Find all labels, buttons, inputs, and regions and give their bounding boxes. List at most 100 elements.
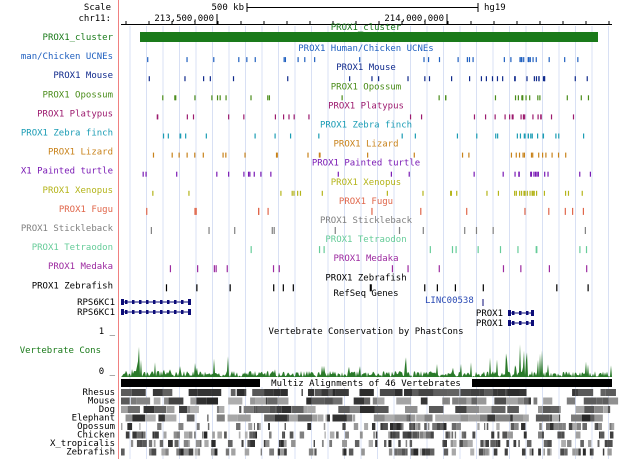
multiz-block bbox=[268, 423, 270, 430]
multiz-block bbox=[406, 414, 409, 422]
track-1[interactable]: PROX1_cluster PROX1_cluster bbox=[43, 23, 598, 43]
multiz-block bbox=[445, 431, 449, 439]
multiz-block bbox=[611, 423, 615, 430]
track-4[interactable]: PROX1 Opossum PROX1 Opossum bbox=[43, 82, 590, 101]
multiz-block bbox=[491, 406, 506, 413]
track-label: man/Chicken UCNEs bbox=[21, 52, 113, 62]
multiz-block bbox=[432, 423, 437, 430]
multiz-block bbox=[388, 440, 392, 447]
multiz-block bbox=[313, 440, 315, 447]
multiz-block bbox=[549, 423, 554, 430]
position-ruler[interactable]: 213,500,000 214,000,000 bbox=[121, 14, 612, 25]
multiz-block bbox=[244, 448, 250, 456]
multiz-block bbox=[531, 448, 534, 456]
track-10[interactable]: PROX1 Fugu PROX1 Fugu bbox=[59, 197, 585, 215]
track-9[interactable]: PROX1 Xenopus PROX1 Xenopus bbox=[43, 178, 583, 196]
multiz-block bbox=[277, 448, 281, 456]
multiz-track[interactable]: Multiz Alignments of 46 Vertebrates Rhesu… bbox=[50, 378, 619, 458]
track-8[interactable]: X1 Painted turtle PROX1 Painted turtle bbox=[21, 159, 592, 177]
multiz-block bbox=[425, 431, 431, 439]
track-11[interactable]: PROX1 Stickleback PROX1 Stickleback bbox=[21, 216, 586, 234]
multiz-block bbox=[255, 431, 258, 439]
multiz-block bbox=[249, 431, 253, 439]
multiz-block bbox=[523, 397, 529, 405]
multiz-block bbox=[187, 406, 191, 413]
multiz-block bbox=[348, 448, 354, 456]
multiz-block bbox=[142, 440, 147, 447]
multiz-block bbox=[237, 414, 251, 422]
multiz-block bbox=[490, 440, 496, 447]
multiz-block bbox=[424, 423, 427, 430]
multiz-block bbox=[267, 397, 278, 405]
multiz-block bbox=[307, 389, 315, 396]
track-title: PROX1 Human/Chicken UCNEs bbox=[298, 44, 433, 54]
multiz-block bbox=[594, 423, 597, 430]
multiz-block bbox=[206, 397, 219, 405]
gene-exon bbox=[146, 310, 149, 314]
multiz-block bbox=[379, 389, 395, 396]
multiz-block bbox=[361, 448, 365, 456]
multiz-block bbox=[514, 423, 519, 430]
multiz-block bbox=[382, 423, 388, 430]
multiz-block bbox=[176, 431, 180, 439]
multiz-block bbox=[162, 389, 173, 396]
multiz-block bbox=[202, 431, 204, 439]
track-2[interactable]: man/Chicken UCNEs PROX1 Human/Chicken UCN… bbox=[21, 44, 579, 63]
multiz-block bbox=[257, 406, 270, 413]
multiz-block bbox=[336, 431, 339, 439]
multiz-block bbox=[227, 440, 233, 447]
track-3[interactable]: PROX1 Mouse PROX1 Mouse bbox=[53, 63, 588, 82]
multiz-block bbox=[604, 440, 608, 447]
multiz-block bbox=[349, 406, 360, 413]
multiz-block bbox=[148, 448, 152, 456]
gene-exon bbox=[125, 310, 128, 314]
multiz-block bbox=[521, 423, 526, 430]
multiz-block bbox=[244, 431, 248, 439]
gene-exon bbox=[132, 310, 135, 314]
multiz-block bbox=[265, 440, 270, 447]
multiz-block bbox=[131, 389, 146, 396]
multiz-block bbox=[538, 448, 541, 456]
multiz-block bbox=[538, 431, 542, 439]
multiz-block bbox=[277, 397, 289, 405]
multiz-block bbox=[470, 389, 480, 396]
conservation-track[interactable]: Vertebrate Conservation by PhastCons 1 _ V… bbox=[20, 327, 612, 377]
multiz-block bbox=[535, 414, 550, 422]
track-label: PROX1 Zebrafish bbox=[32, 281, 113, 291]
multiz-block bbox=[136, 440, 140, 447]
cons-min-label: 0 _ bbox=[99, 367, 116, 377]
multiz-block bbox=[151, 448, 157, 456]
multiz-block bbox=[314, 448, 317, 456]
track-5[interactable]: PROX1 Platypus PROX1 Platypus bbox=[37, 101, 575, 120]
multiz-block bbox=[255, 406, 258, 413]
multiz-block bbox=[258, 423, 261, 430]
multiz-block bbox=[236, 423, 241, 430]
track-6[interactable]: PROX1 Zebra finch PROX1 Zebra finch bbox=[21, 121, 585, 139]
track-title: PROX1 Zebrafish bbox=[325, 273, 406, 283]
multiz-block bbox=[405, 440, 408, 447]
multiz-block bbox=[460, 389, 471, 396]
multiz-block bbox=[282, 431, 284, 439]
multiz-block bbox=[549, 448, 552, 456]
multiz-block bbox=[466, 397, 472, 405]
multiz-block bbox=[398, 440, 401, 447]
refseq-track[interactable]: RefSeq GenesRPS6KC1RPS6KC1LINC00538PROX1… bbox=[77, 289, 534, 329]
multiz-block bbox=[472, 431, 476, 439]
multiz-block bbox=[529, 448, 532, 456]
multiz-block bbox=[558, 414, 561, 422]
gene-exon bbox=[531, 320, 534, 326]
multiz-block bbox=[557, 431, 562, 439]
track-7[interactable]: PROX1 Lizard PROX1 Lizard bbox=[48, 140, 567, 158]
multiz-block bbox=[121, 397, 130, 405]
track-13[interactable]: PROX1 Medaka PROX1 Medaka bbox=[48, 254, 588, 273]
multiz-block bbox=[291, 440, 296, 447]
track-14[interactable]: PROX1 Zebrafish PROX1 Zebrafish bbox=[32, 273, 589, 292]
multiz-block bbox=[547, 440, 552, 447]
multiz-block bbox=[230, 389, 236, 396]
multiz-block bbox=[566, 397, 576, 405]
multiz-block bbox=[395, 431, 399, 439]
multiz-block bbox=[338, 406, 350, 413]
track-12[interactable]: PROX1 Tetraodon PROX1 Tetraodon bbox=[32, 235, 588, 254]
multiz-block bbox=[410, 414, 416, 422]
